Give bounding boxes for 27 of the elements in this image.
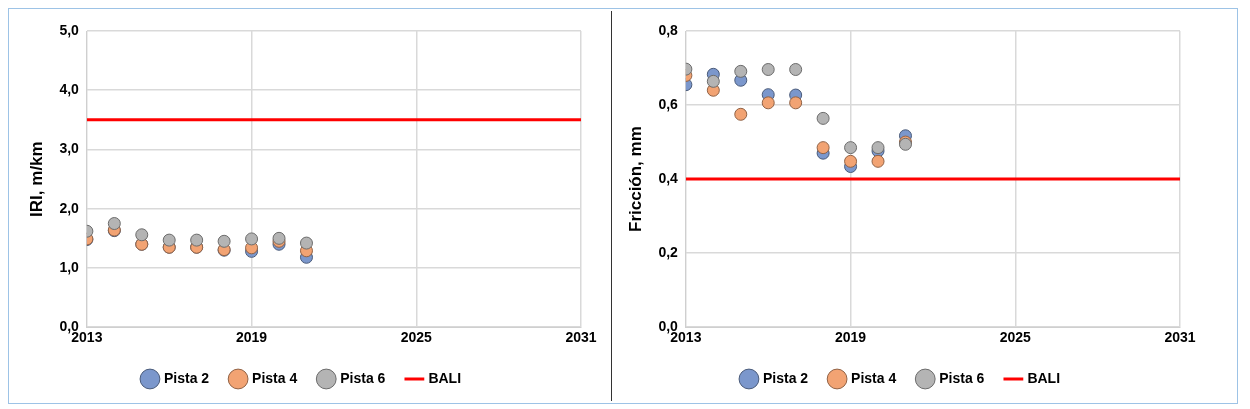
y-tick-label: 3,0: [59, 140, 80, 157]
legend-label: BALI: [1027, 369, 1061, 386]
legend-label: BALI: [428, 369, 462, 386]
legend-label: Pista 6: [340, 369, 386, 386]
x-tick-label: 2019: [236, 329, 268, 346]
y-tick-label: 0,2: [658, 244, 679, 261]
x-tick-label: 2019: [835, 329, 867, 346]
y-tick-label: 0,8: [658, 21, 679, 38]
y-tick-label: 5,0: [59, 21, 80, 38]
legend-label: Pista 4: [252, 369, 298, 386]
legend-label: Pista 2: [163, 369, 210, 386]
legend-label: Pista 4: [851, 369, 897, 386]
y-tick-label: 2,0: [59, 199, 80, 216]
y-axis-title: Fricción, mm: [625, 126, 645, 233]
legend-label: Pista 6: [939, 369, 985, 386]
x-tick-label: 2031: [565, 329, 597, 346]
x-tick-label: 2031: [1164, 329, 1196, 346]
y-tick-label: 4,0: [59, 81, 80, 98]
y-tick-label: 0,6: [658, 95, 679, 112]
x-tick-label: 2025: [999, 329, 1032, 346]
y-axis-title: IRI, m/km: [26, 141, 46, 217]
y-tick-label: 0,0: [658, 318, 679, 335]
y-tick-label: 0,4: [658, 169, 679, 186]
x-tick-label: 2025: [400, 329, 433, 346]
y-tick-label: 0,0: [59, 318, 80, 335]
legend-label: Pista 2: [762, 369, 809, 386]
y-tick-label: 1,0: [59, 258, 80, 275]
